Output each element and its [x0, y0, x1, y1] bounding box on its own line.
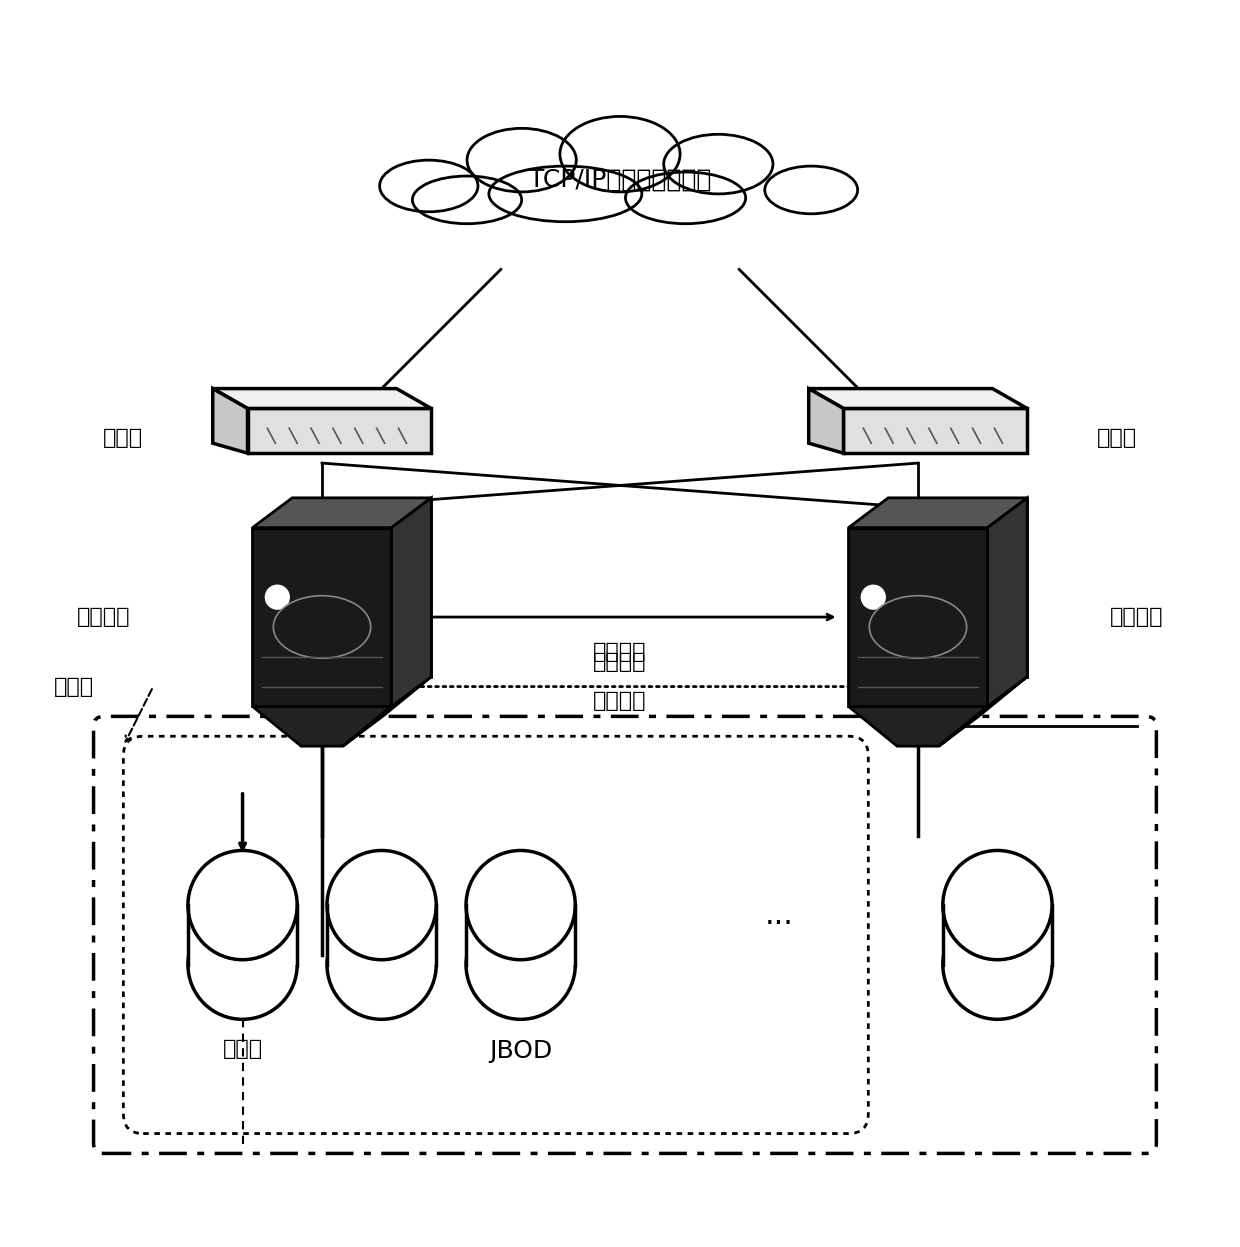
- Text: JBOD: JBOD: [489, 1039, 552, 1064]
- Polygon shape: [939, 677, 1027, 746]
- Polygon shape: [253, 498, 432, 527]
- Circle shape: [862, 585, 885, 609]
- Polygon shape: [808, 389, 1027, 409]
- Text: 控制节点: 控制节点: [1110, 607, 1163, 627]
- Text: 网络心跳: 网络心跳: [593, 642, 647, 662]
- Ellipse shape: [379, 160, 477, 212]
- Ellipse shape: [663, 135, 773, 193]
- Polygon shape: [848, 527, 987, 707]
- Ellipse shape: [327, 910, 436, 1019]
- Polygon shape: [188, 905, 298, 965]
- Polygon shape: [213, 389, 432, 409]
- Ellipse shape: [942, 850, 1052, 960]
- Ellipse shape: [489, 166, 642, 222]
- Text: 交换机: 交换机: [103, 428, 144, 448]
- Ellipse shape: [188, 850, 298, 960]
- Text: 心跳盘: 心跳盘: [222, 1039, 263, 1059]
- Polygon shape: [213, 389, 248, 453]
- Polygon shape: [843, 409, 1027, 453]
- Polygon shape: [327, 905, 436, 965]
- Text: 交换机: 交换机: [1096, 428, 1137, 448]
- Polygon shape: [888, 498, 1027, 677]
- Text: 存储池: 存储池: [53, 677, 93, 697]
- Text: 控制节点: 控制节点: [77, 607, 130, 627]
- Ellipse shape: [467, 128, 577, 192]
- Polygon shape: [808, 389, 843, 453]
- Ellipse shape: [765, 166, 858, 213]
- Ellipse shape: [327, 850, 436, 960]
- Polygon shape: [987, 498, 1027, 707]
- Polygon shape: [253, 527, 392, 707]
- Polygon shape: [253, 707, 392, 746]
- Ellipse shape: [188, 910, 298, 1019]
- Polygon shape: [293, 498, 432, 677]
- Polygon shape: [848, 707, 987, 746]
- Text: TCP/IP网络或光纤网络: TCP/IP网络或光纤网络: [528, 168, 712, 192]
- Text: 数据链路: 数据链路: [593, 652, 647, 672]
- Polygon shape: [942, 905, 1052, 965]
- Circle shape: [265, 585, 289, 609]
- Ellipse shape: [942, 910, 1052, 1019]
- Ellipse shape: [625, 172, 745, 223]
- Text: 磁盘心跳: 磁盘心跳: [593, 691, 647, 711]
- Polygon shape: [392, 498, 432, 707]
- Ellipse shape: [466, 850, 575, 960]
- Text: ···: ···: [765, 910, 794, 939]
- Polygon shape: [848, 498, 1027, 527]
- Polygon shape: [466, 905, 575, 965]
- Ellipse shape: [560, 116, 680, 192]
- Ellipse shape: [413, 176, 522, 223]
- Polygon shape: [248, 409, 432, 453]
- Polygon shape: [343, 677, 432, 746]
- Ellipse shape: [466, 910, 575, 1019]
